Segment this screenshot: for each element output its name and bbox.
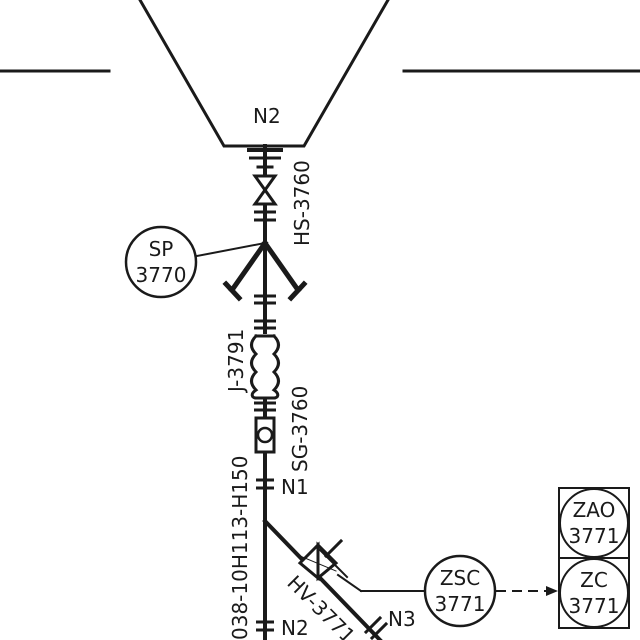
vessel-outline	[0, 0, 640, 148]
nozzle-label-n2-pipe: N2	[281, 616, 309, 640]
sp-number: 3770	[136, 263, 187, 287]
hand-valve-hv3771	[297, 538, 349, 582]
instrument-bubble-sp3770: SP 3770	[124, 225, 198, 299]
nozzle-label-top: N2	[253, 104, 281, 128]
gate-valve-hs3760	[252, 165, 278, 206]
zsc-signal-line	[336, 573, 363, 593]
zao-number: 3771	[569, 524, 620, 548]
sp-letters: SP	[149, 237, 174, 261]
branch-pipe	[262, 518, 389, 640]
zc-number: 3771	[569, 594, 620, 618]
instrument-box-zc3771: ZC 3771	[558, 557, 630, 629]
nozzle-label-n1: N1	[281, 475, 309, 499]
hs-3760-tag: HS-3760	[290, 160, 314, 246]
j-3791-tag: J-3791	[224, 329, 248, 394]
instrument-box-zao3771: ZAO 3771	[558, 487, 630, 559]
zc-letters: ZC	[580, 568, 608, 592]
nozzle-label-n3: N3	[388, 607, 416, 631]
sight-glass-sg3760	[254, 416, 276, 454]
expansion-joint-j3791	[250, 333, 280, 400]
zsc-number: 3771	[435, 592, 486, 616]
dashed-signal-line	[496, 586, 558, 596]
flange-pairs	[247, 148, 283, 632]
zao-letters: ZAO	[573, 498, 616, 522]
zsc-letters: ZSC	[440, 566, 480, 590]
instrument-bubble-zsc3771: ZSC 3771	[423, 554, 497, 628]
splitter-sp3770	[195, 239, 308, 302]
line-number-tag: 038-10H113-H150	[228, 456, 252, 640]
sg-3760-tag: SG-3760	[288, 386, 312, 472]
